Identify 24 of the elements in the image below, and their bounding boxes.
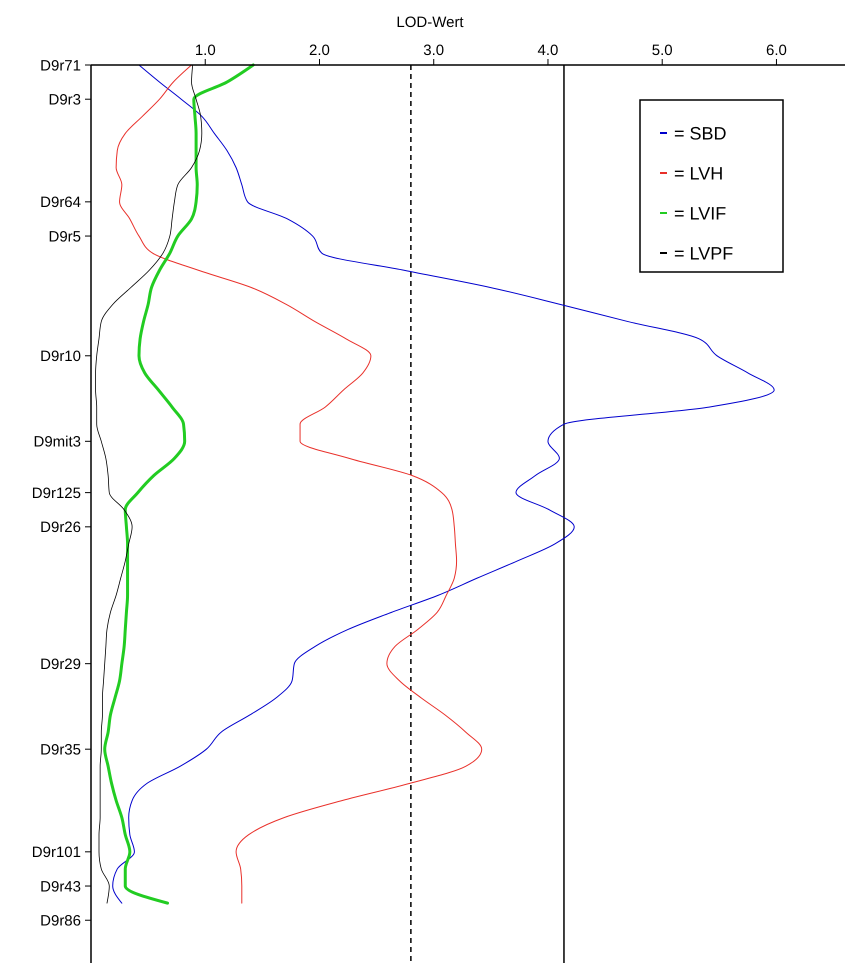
y-tick-label: D9r101 [32, 844, 81, 862]
x-tick-label: 1.0 [194, 42, 216, 59]
x-tick-label: 4.0 [538, 42, 558, 59]
legend-label: = LVIF [674, 203, 726, 224]
legend-label: = SBD [674, 123, 727, 144]
y-tick-label: D9r3 [48, 91, 81, 108]
y-tick-label: D9r10 [40, 348, 81, 366]
x-tick-label: 3.0 [423, 42, 444, 59]
y-tick-label: D9r5 [48, 228, 81, 246]
x-tick-label: 5.0 [652, 42, 673, 59]
y-tick-label: D9r125 [32, 484, 81, 502]
legend-label: = LVPF [674, 243, 734, 264]
legend-label: = LVH [674, 163, 724, 184]
y-tick-label: D9r71 [40, 57, 81, 74]
y-tick-label: D9r43 [40, 878, 81, 896]
y-tick-label: D9r64 [40, 194, 81, 212]
x-tick-label: 6.0 [766, 42, 787, 59]
y-tick-label: D9r86 [40, 912, 81, 930]
y-tick-label: D9mit3 [33, 434, 81, 451]
x-axis-title: LOD-Wert [396, 14, 464, 31]
y-tick-label: D9r29 [40, 656, 81, 673]
y-tick-label: D9r26 [40, 519, 81, 536]
y-tick-label: D9r35 [40, 741, 81, 758]
x-tick-label: 2.0 [309, 42, 330, 59]
